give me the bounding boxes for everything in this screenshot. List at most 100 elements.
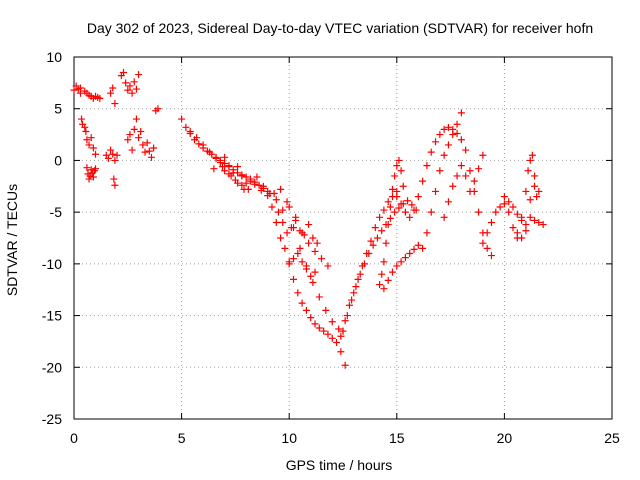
data-point [449, 131, 457, 139]
data-point [89, 144, 97, 152]
data-point [479, 151, 487, 159]
data-point [182, 123, 190, 131]
series-sat-track-D [102, 84, 121, 189]
data-point [337, 348, 345, 356]
series-sat-track-J [274, 208, 321, 247]
data-point [268, 203, 276, 211]
data-point [287, 224, 295, 232]
data-point [221, 167, 229, 175]
data-point [110, 175, 118, 183]
data-point [436, 167, 444, 175]
data-point [279, 206, 287, 214]
grid-layer [74, 57, 612, 419]
data-point [195, 140, 203, 148]
data-point [122, 79, 130, 87]
data-point [137, 127, 145, 135]
data-point [111, 100, 119, 108]
data-point [343, 312, 351, 320]
data-point [457, 162, 465, 170]
data-point [475, 208, 483, 216]
data-point [251, 180, 259, 188]
x-tick-label: 25 [604, 430, 620, 446]
series-sat-track-B [76, 84, 104, 102]
data-point [113, 151, 121, 159]
data-point [401, 208, 409, 216]
y-tick-label: 5 [54, 101, 62, 117]
y-tick-label: -5 [50, 204, 63, 220]
data-point [309, 234, 317, 242]
data-point [130, 125, 138, 133]
data-point [371, 224, 379, 232]
data-point [535, 187, 543, 195]
data-point [386, 214, 394, 222]
data-point [272, 196, 280, 204]
data-point [423, 162, 431, 170]
data-point [526, 213, 534, 221]
data-point [401, 254, 409, 262]
data-point [380, 206, 388, 214]
data-point [453, 172, 461, 180]
data-point [328, 318, 336, 326]
data-point [410, 206, 418, 214]
series-sat-track-Q [419, 109, 465, 252]
data-point [92, 150, 100, 158]
data-point [111, 181, 119, 189]
y-tick-label: -20 [42, 359, 62, 375]
data-point [294, 250, 302, 258]
data-point [311, 247, 319, 255]
series-sat-track-U [513, 182, 543, 242]
data-point [444, 123, 452, 131]
series-sat-track-O [380, 241, 422, 293]
data-point [107, 146, 115, 154]
series-sat-track-T [500, 151, 541, 242]
data-point [294, 289, 302, 297]
data-point [535, 218, 543, 226]
data-point [186, 127, 194, 135]
data-point [141, 148, 149, 156]
data-point [285, 258, 293, 266]
data-point [373, 234, 381, 242]
data-point [145, 147, 153, 155]
data-point [388, 185, 396, 193]
data-point [285, 203, 293, 211]
data-point [279, 218, 287, 226]
data-point [518, 213, 526, 221]
data-point [440, 151, 448, 159]
data-point [457, 109, 465, 117]
data-point [363, 250, 371, 258]
data-point [408, 201, 416, 209]
data-point [341, 361, 349, 369]
data-point [212, 154, 220, 162]
data-point [380, 285, 388, 293]
data-point [277, 185, 285, 193]
data-point [311, 268, 319, 276]
data-point [193, 134, 201, 142]
data-point [307, 314, 315, 322]
data-point [513, 210, 521, 218]
data-point [109, 84, 117, 92]
data-point [395, 204, 403, 212]
data-point [397, 200, 405, 208]
data-point [386, 203, 394, 211]
data-point [384, 198, 392, 206]
data-point [378, 270, 386, 278]
data-point [397, 167, 405, 175]
data-point [238, 172, 246, 180]
data-point [518, 234, 526, 242]
data-point [410, 245, 418, 253]
data-point [89, 173, 97, 181]
data-point [126, 82, 134, 90]
data-point [154, 105, 162, 113]
data-point [225, 162, 233, 170]
data-point [444, 198, 452, 206]
data-point [85, 141, 93, 149]
data-point [492, 208, 500, 216]
data-point [199, 141, 207, 149]
data-point [440, 213, 448, 221]
data-point [427, 208, 435, 216]
data-point [483, 244, 491, 252]
data-point [533, 193, 541, 201]
data-point [253, 173, 261, 181]
data-point [399, 182, 407, 190]
data-point [509, 224, 517, 232]
